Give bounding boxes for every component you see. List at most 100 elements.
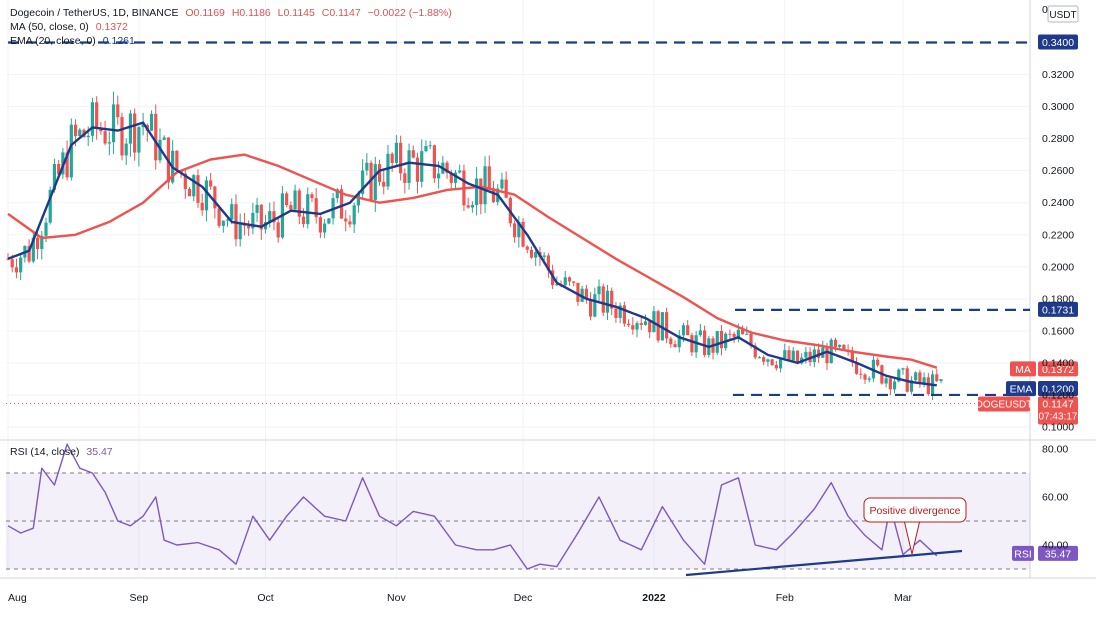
candle-body	[563, 277, 567, 286]
candle-body	[884, 378, 888, 384]
tag-support-bg	[1038, 380, 1078, 396]
candle-body	[664, 312, 669, 339]
candle-body	[162, 137, 166, 140]
ma-legend-label: MA (50, close, 0)	[10, 21, 89, 33]
candle-body	[276, 222, 280, 238]
rsi-tick-label: 40.00	[1042, 540, 1068, 552]
candle-body	[285, 193, 289, 206]
candle-body	[567, 277, 572, 282]
tag-resistance-top: 0.3400	[1042, 37, 1074, 49]
candle-body	[428, 145, 432, 147]
candle-body	[225, 219, 230, 221]
ema-legend: EMA (20, close, 0) 0.1261	[10, 35, 139, 48]
price-tick-label: 0.2800	[1042, 133, 1074, 145]
tag-last-bg	[1038, 396, 1078, 425]
candle-body	[187, 189, 192, 197]
tag-resistance-mid-bg	[1038, 301, 1078, 317]
callout-text: Positive divergence	[869, 505, 960, 517]
candle-body	[753, 345, 757, 358]
candle-body	[854, 362, 859, 374]
low-value: L0.1145	[277, 7, 315, 19]
open-value: O0.1169	[185, 7, 225, 19]
candle-body	[390, 153, 394, 163]
candle-body	[745, 333, 749, 335]
candle-body	[795, 350, 800, 364]
candle-body	[137, 127, 141, 153]
candle-body	[648, 321, 652, 333]
candle-body	[926, 377, 930, 395]
tag-last-symbol-bg	[978, 396, 1030, 412]
candle-body	[6, 258, 10, 260]
candle-body	[715, 331, 719, 353]
candle-body	[204, 180, 209, 211]
tag-last-countdown: 07:43:17	[1039, 411, 1078, 422]
candle-body	[859, 373, 863, 375]
candle-body	[399, 142, 403, 174]
candle-body	[128, 113, 133, 144]
candle-body	[314, 198, 318, 218]
currency-button-label[interactable]: USDT	[1049, 10, 1076, 21]
currency-button[interactable]	[1047, 5, 1079, 23]
candle-body	[825, 347, 829, 364]
ma-legend-value: 0.1372	[95, 21, 128, 33]
candle-body	[90, 102, 95, 136]
price-tick-label: 0.2600	[1042, 165, 1074, 177]
ema-legend-label: EMA (20, close, 0)	[10, 35, 96, 47]
candle-body	[660, 312, 664, 341]
time-tick-label: Aug	[8, 592, 27, 604]
candle-body	[529, 249, 534, 258]
tag-resistance-mid: 0.1731	[1042, 304, 1074, 316]
candle-body	[424, 146, 428, 152]
candle-body	[892, 381, 897, 390]
candle-body	[432, 145, 436, 179]
candle-body	[749, 333, 753, 346]
candle-body	[935, 374, 939, 382]
callout-pointer	[903, 519, 921, 555]
candle-body	[610, 290, 614, 309]
candle-body	[876, 359, 880, 366]
candle-body	[517, 221, 521, 238]
candle-body	[200, 202, 204, 211]
candle-body	[479, 178, 483, 205]
candle-body	[576, 282, 580, 302]
candle-body	[673, 344, 677, 348]
candle-body	[728, 333, 732, 335]
candle-body	[339, 189, 344, 219]
candle-body	[120, 117, 124, 156]
price-tick-label: 0.2400	[1042, 197, 1074, 209]
candle-body	[386, 153, 390, 187]
candle-body	[141, 125, 145, 128]
candle-body	[403, 173, 407, 183]
candle-body	[669, 338, 673, 345]
candle-body	[65, 152, 69, 178]
ema-line	[7, 121, 937, 387]
candle-body	[124, 143, 128, 156]
candle-body	[555, 284, 559, 286]
candle-body	[470, 204, 474, 208]
candle-body	[40, 235, 44, 249]
candle-body	[365, 162, 369, 171]
tag-ema-label: EMA	[1010, 384, 1033, 396]
time-tick-label: Dec	[514, 592, 533, 604]
candle-body	[762, 357, 766, 362]
candle-body	[251, 212, 255, 229]
candle-body	[914, 372, 918, 381]
candle-body	[327, 218, 331, 224]
candle-body	[863, 374, 867, 380]
price-tick-label: 0.1000	[1042, 422, 1074, 434]
candle-body	[939, 379, 943, 382]
candle-body	[183, 173, 187, 190]
candle-body	[778, 358, 783, 369]
candle-body	[504, 179, 508, 198]
candle-body	[411, 150, 415, 158]
candle-body	[614, 308, 618, 318]
candle-body	[86, 135, 90, 138]
candle-body	[639, 323, 643, 325]
candle-body	[415, 157, 420, 182]
candle-body	[475, 178, 479, 205]
candle-body	[373, 164, 377, 201]
candle-body	[247, 225, 251, 229]
ema-legend-value: 0.1261	[102, 35, 135, 47]
